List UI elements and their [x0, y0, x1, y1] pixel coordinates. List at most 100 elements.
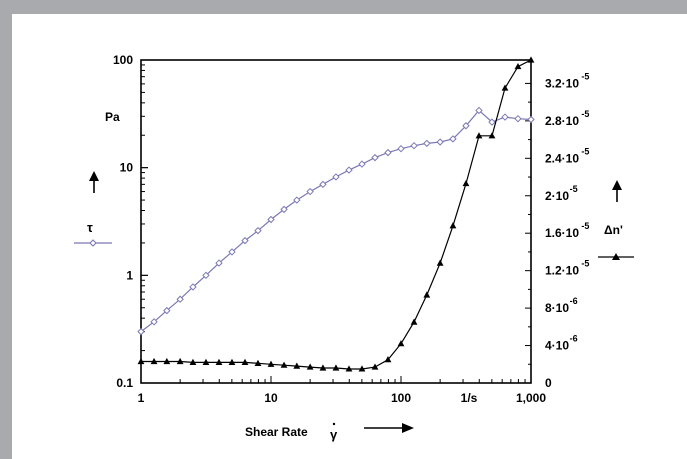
dn-point: [462, 179, 470, 187]
dn-point: [488, 132, 496, 139]
dn-point: [345, 365, 353, 372]
dn-point: [163, 357, 171, 365]
right-tick-label: 4·10: [545, 339, 569, 353]
x-right-arrow-head-icon: [402, 423, 414, 433]
right-tick-label: 1.2·10: [545, 264, 579, 278]
x-tick-label: 10: [264, 391, 278, 405]
tau-point: [293, 196, 301, 204]
series-layer: [137, 56, 535, 372]
dn-point: [475, 132, 483, 139]
left-axis-unit: Pa: [105, 110, 120, 124]
dn-legend-marker-icon: [612, 253, 620, 260]
right-tick-exponent: -5: [581, 259, 589, 269]
x-tick-label: 1,000: [516, 391, 546, 405]
x-axis-symbol: γ: [330, 427, 338, 442]
right-tick-exponent: -5: [581, 221, 589, 231]
tau-point: [423, 139, 431, 148]
tau-point: [280, 205, 288, 214]
dn-point: [423, 291, 431, 298]
tau-point: [189, 283, 197, 291]
left-axis-symbol: τ: [87, 220, 93, 235]
dn-point: [501, 84, 509, 91]
tau-point: [306, 187, 314, 196]
x-axis-symbol-dot: [332, 422, 336, 426]
dn-point: [202, 358, 210, 366]
x-tick-label: 1/s: [461, 391, 478, 405]
dn-point: [397, 340, 405, 347]
left-up-arrow-head-icon: [89, 171, 99, 181]
dn-point: [228, 358, 236, 366]
tau-point: [241, 236, 249, 245]
tau-point: [332, 173, 340, 181]
right-tick-exponent: -5: [570, 184, 578, 194]
dn-series-line: [141, 59, 532, 370]
right-tick-label: 2.8·10: [545, 114, 579, 128]
x-tick-label: 1: [138, 391, 145, 405]
right-axis-symbol: Δn': [604, 223, 623, 237]
dn-point: [371, 363, 379, 370]
tau-point: [358, 160, 366, 168]
tau-point: [488, 118, 496, 126]
left-legend: τ: [74, 171, 112, 247]
dn-point: [280, 361, 288, 368]
right-tick-label: 1.6·10: [545, 226, 579, 240]
tau-point: [501, 113, 509, 121]
dn-point: [267, 360, 275, 367]
tau-legend-marker-icon: [89, 239, 97, 247]
dn-point: [150, 357, 158, 365]
dn-point: [384, 355, 392, 363]
tau-point: [384, 148, 392, 157]
tau-point: [475, 106, 483, 115]
tau-point: [267, 215, 275, 224]
tau-point: [462, 122, 470, 130]
dn-point: [358, 365, 366, 372]
dn-point: [332, 364, 340, 371]
right-tick-exponent: -5: [581, 71, 589, 81]
x-tick-label: 100: [391, 391, 411, 405]
tau-point: [514, 114, 522, 123]
dn-point: [306, 363, 314, 370]
right-tick-label: 3.2·10: [545, 76, 579, 90]
dn-point: [215, 358, 223, 366]
left-axis: 0.1 1 10 100: [113, 53, 148, 390]
dn-point: [254, 359, 262, 366]
dn-point: [449, 222, 457, 229]
dn-point: [241, 358, 249, 366]
right-tick-label: 8·10: [545, 301, 569, 315]
tau-point: [371, 153, 379, 162]
x-axis: 1 10 100 1/s 1,000: [138, 376, 546, 405]
right-tick-exponent: -6: [570, 296, 578, 306]
tau-point: [449, 135, 457, 143]
right-axis: 04·10 -68·10 -61.2·10 -51.6·10 -52·10 -52.4·1…: [525, 71, 589, 390]
tau-point: [410, 141, 418, 150]
x-axis-title: Shear Rate γ: [245, 422, 414, 442]
x-axis-label: Shear Rate: [245, 425, 308, 439]
left-tick-label: 100: [113, 53, 133, 67]
tau-point: [436, 138, 444, 146]
right-tick-label: 2·10: [545, 189, 569, 203]
dn-point: [137, 357, 145, 365]
tau-point: [137, 327, 145, 336]
right-tick-exponent: -6: [570, 334, 578, 344]
tau-point: [345, 166, 353, 174]
dn-point: [293, 362, 301, 369]
dn-point: [176, 357, 184, 365]
tau-point: [163, 306, 171, 315]
plot-frame: [140, 59, 532, 384]
left-tick-label: 10: [120, 161, 134, 175]
tau-point: [319, 180, 327, 189]
right-tick-exponent: -5: [581, 109, 589, 119]
dn-point: [527, 56, 535, 63]
dn-point: [410, 318, 418, 325]
tau-point: [397, 145, 405, 153]
dn-point: [319, 364, 327, 371]
right-tick-exponent: -5: [581, 146, 589, 156]
left-tick-label: 0.1: [116, 376, 133, 390]
tau-point: [228, 248, 236, 256]
tau-point: [150, 318, 158, 326]
dn-point: [436, 259, 444, 266]
right-up-arrow-head-icon: [612, 180, 622, 190]
tau-point: [202, 271, 210, 280]
